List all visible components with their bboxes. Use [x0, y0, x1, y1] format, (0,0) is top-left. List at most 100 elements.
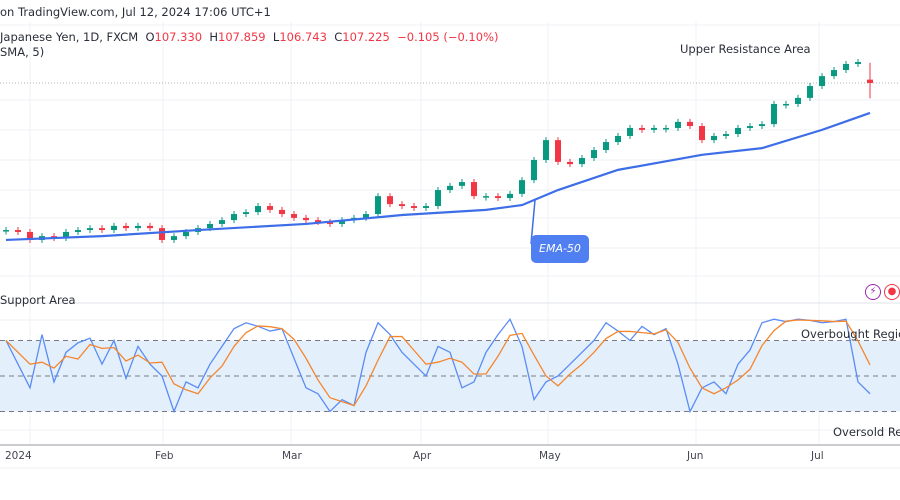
candle	[519, 180, 525, 194]
candle	[783, 103, 789, 106]
candle	[603, 142, 609, 151]
candle	[675, 121, 681, 128]
record-icon[interactable]: ●	[884, 284, 900, 300]
overbought-label: Overbought Region	[801, 327, 900, 341]
published-info: on TradingView.com, Jul 12, 2024 17:06 U…	[0, 5, 271, 19]
candle	[315, 220, 321, 223]
candle	[591, 150, 597, 159]
candle	[339, 220, 345, 224]
candle	[579, 158, 585, 165]
candle	[411, 206, 417, 208]
candle	[747, 126, 753, 128]
symbol-name: Japanese Yen, 1D, FXCM	[0, 30, 139, 44]
ema-50-line	[5, 111, 871, 242]
candle	[267, 206, 273, 210]
candle	[171, 236, 177, 240]
candle	[111, 225, 117, 231]
candle	[843, 63, 849, 71]
candle	[507, 193, 513, 199]
close-value: 107.225	[342, 30, 390, 44]
candle	[123, 225, 129, 229]
close-label: C	[334, 30, 343, 44]
time-label-may: May	[539, 450, 561, 462]
candle	[555, 140, 561, 162]
candle	[147, 225, 153, 229]
candle	[663, 127, 669, 130]
candle	[279, 209, 285, 215]
time-label-apr: Apr	[413, 450, 432, 462]
candle	[471, 182, 477, 197]
high-label: H	[209, 30, 219, 44]
candle	[435, 190, 441, 207]
candle	[495, 196, 501, 199]
candle	[639, 127, 645, 130]
candle	[615, 135, 621, 143]
candle	[243, 212, 249, 215]
time-label-2024: 2024	[5, 450, 32, 462]
time-label-jun: Jun	[687, 450, 704, 462]
candle	[807, 86, 813, 98]
lightning-icon[interactable]: ⚡	[865, 284, 881, 300]
candle	[711, 135, 717, 141]
candle	[831, 70, 837, 77]
candle	[375, 196, 381, 215]
support-area-label: Support Area	[0, 293, 76, 307]
candle	[231, 214, 237, 221]
candle	[543, 140, 549, 160]
low-value: 106.743	[279, 30, 327, 44]
candle	[867, 79, 873, 83]
oversold-label: Oversold Region	[833, 425, 900, 439]
candle	[363, 214, 369, 218]
candle	[183, 231, 189, 237]
candle	[291, 214, 297, 218]
high-value: 107.859	[218, 30, 266, 44]
ohlc-legend: Japanese Yen, 1D, FXCM O107.330 H107.859…	[0, 30, 498, 44]
candle	[63, 231, 69, 239]
candle	[483, 196, 489, 198]
candle	[75, 230, 81, 232]
candle	[855, 62, 861, 64]
candle	[627, 127, 633, 136]
candle	[3, 230, 9, 232]
candle	[567, 161, 573, 165]
candle	[327, 222, 333, 224]
candle	[255, 206, 261, 213]
candle	[795, 97, 801, 104]
candle	[771, 103, 777, 125]
candle	[207, 223, 213, 229]
low-label: L	[272, 30, 280, 44]
open-label: O	[145, 30, 155, 44]
ema-50-callout: EMA-50	[531, 235, 589, 263]
candle	[27, 231, 33, 240]
change-value: −0.105 (−0.10%)	[397, 30, 499, 44]
time-label-jul: Jul	[811, 450, 824, 462]
upper-resistance-label: Upper Resistance Area	[680, 42, 811, 56]
candle	[687, 121, 693, 127]
candle	[219, 220, 225, 224]
candle	[723, 134, 729, 136]
candle	[15, 230, 21, 232]
candle	[423, 206, 429, 208]
candle	[459, 182, 465, 186]
candle	[387, 196, 393, 205]
open-value: 107.330	[154, 30, 203, 44]
candle	[399, 204, 405, 207]
candle	[651, 127, 657, 130]
candle	[87, 228, 93, 231]
candle	[735, 127, 741, 135]
candle	[819, 76, 825, 87]
candle	[99, 228, 105, 231]
candle	[447, 185, 453, 191]
time-label-feb: Feb	[155, 450, 174, 462]
indicator-legend: SMA, 5)	[0, 45, 45, 59]
candle	[135, 225, 141, 229]
stochastic-d-line	[5, 319, 871, 407]
candle	[159, 228, 165, 240]
candle	[699, 126, 705, 141]
candle	[303, 217, 309, 221]
candle	[531, 159, 537, 181]
stochastic-k-line	[5, 317, 871, 414]
time-label-mar: Mar	[282, 450, 302, 462]
candle	[759, 124, 765, 127]
